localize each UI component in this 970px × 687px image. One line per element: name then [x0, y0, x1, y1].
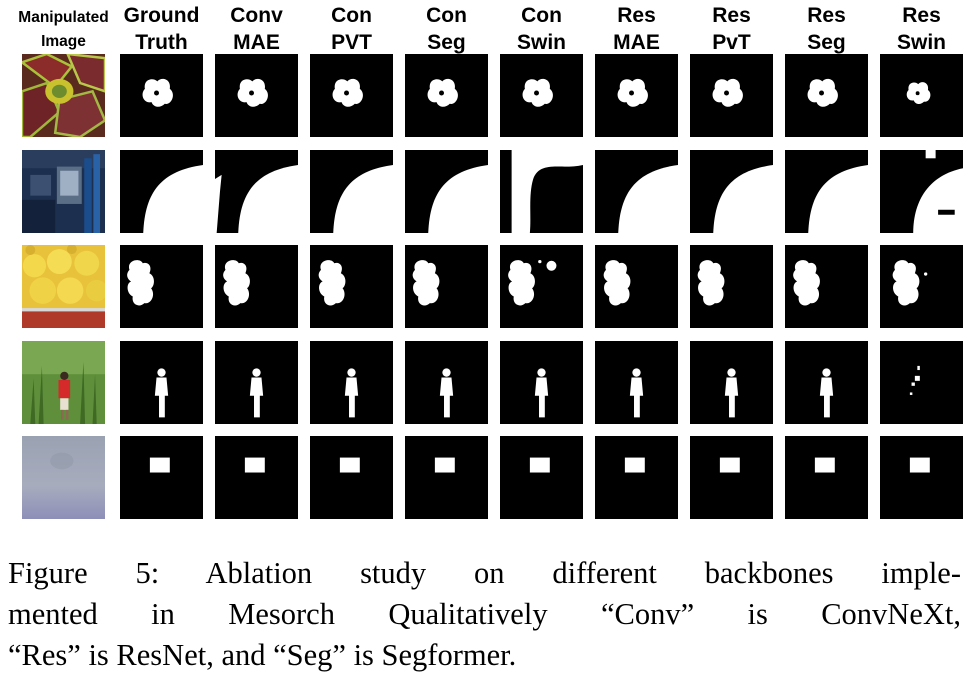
predicted-mask [500, 341, 583, 424]
column-header-line1: Res [712, 4, 751, 27]
column-header-line2: Truth [135, 31, 188, 54]
predicted-mask [785, 436, 868, 519]
predicted-mask [310, 341, 393, 424]
predicted-mask [690, 54, 773, 137]
manipulated-image-blurry-gray-photo [22, 436, 105, 519]
predicted-mask [500, 245, 583, 328]
column-header-line2: MAE [233, 31, 280, 54]
predicted-mask [595, 54, 678, 137]
predicted-mask [405, 245, 488, 328]
column-header-line2: Swin [516, 31, 566, 54]
figure-caption: Figure 5: Ablation study on different ba… [8, 553, 961, 676]
predicted-mask [880, 150, 963, 233]
column-header-5: Con Swin [494, 2, 589, 56]
predicted-mask [595, 341, 678, 424]
predicted-mask [310, 245, 393, 328]
manipulated-image-teddy-bears-photo [22, 245, 105, 328]
column-header-line1: Manipulated [18, 9, 109, 26]
manipulated-image-office-shelves-photo [22, 150, 105, 233]
column-header-line1: Con [331, 4, 372, 27]
ablation-figure: Manipulated Image Ground Truth Conv MAE Con PVT… [16, 2, 969, 519]
predicted-mask [500, 54, 583, 137]
column-header-line1: Res [902, 4, 941, 27]
predicted-mask [405, 341, 488, 424]
column-header-3: Con PVT [304, 2, 399, 56]
column-header-0: Manipulated Image [16, 6, 111, 54]
column-header-line1: Ground [123, 4, 200, 27]
column-header-line2: MAE [613, 31, 660, 54]
column-header-line2: Swin [896, 31, 946, 54]
predicted-mask [785, 245, 868, 328]
caption-line-3: “Res” is ResNet, and “Seg” is Segformer. [8, 638, 517, 672]
predicted-mask [310, 54, 393, 137]
column-header-8: Res Seg [779, 2, 874, 56]
ground-truth-mask [120, 150, 203, 233]
predicted-mask [880, 54, 963, 137]
column-header-line1: Res [617, 4, 656, 27]
predicted-mask [310, 436, 393, 519]
predicted-mask [690, 341, 773, 424]
column-header-line2: PVT [331, 31, 372, 54]
column-header-line2: Image [41, 33, 86, 50]
caption-line-1: Figure 5: Ablation study on different ba… [8, 556, 961, 590]
column-header-6: Res MAE [589, 2, 684, 56]
manipulated-image-person-in-grass-photo [22, 341, 105, 424]
predicted-mask [690, 436, 773, 519]
column-header-9: Res Swin [874, 2, 969, 56]
ground-truth-mask [120, 436, 203, 519]
column-header-line1: Res [807, 4, 846, 27]
ground-truth-mask [120, 245, 203, 328]
column-header-2: Conv MAE [209, 2, 304, 56]
predicted-mask [880, 436, 963, 519]
column-header-line1: Con [521, 4, 562, 27]
predicted-mask [595, 245, 678, 328]
column-header-1: Ground Truth [114, 2, 209, 56]
ground-truth-mask [120, 54, 203, 137]
ground-truth-mask [120, 341, 203, 424]
manipulated-image-coleus-leaves-photo [22, 54, 105, 137]
predicted-mask [215, 54, 298, 137]
predicted-mask [405, 54, 488, 137]
predicted-mask [500, 150, 583, 233]
caption-line-2: mented in Mesorch Qualitatively “Conv” i… [8, 597, 961, 631]
predicted-mask [785, 54, 868, 137]
column-header-7: Res PvT [684, 2, 779, 56]
predicted-mask [595, 436, 678, 519]
column-header-line2: Seg [807, 31, 846, 54]
predicted-mask [215, 436, 298, 519]
predicted-mask [785, 150, 868, 233]
predicted-mask [500, 436, 583, 519]
predicted-mask [215, 245, 298, 328]
column-header-line1: Conv [230, 4, 283, 27]
predicted-mask [310, 150, 393, 233]
predicted-mask [595, 150, 678, 233]
predicted-mask [405, 150, 488, 233]
predicted-mask [690, 245, 773, 328]
predicted-mask [880, 245, 963, 328]
column-header-line1: Con [426, 4, 467, 27]
predicted-mask [690, 150, 773, 233]
column-header-4: Con Seg [399, 2, 494, 56]
predicted-mask [405, 436, 488, 519]
predicted-mask [785, 341, 868, 424]
predicted-mask [880, 341, 963, 424]
predicted-mask [215, 341, 298, 424]
column-header-line2: Seg [427, 31, 466, 54]
column-header-line2: PvT [712, 31, 751, 54]
predicted-mask [215, 150, 298, 233]
